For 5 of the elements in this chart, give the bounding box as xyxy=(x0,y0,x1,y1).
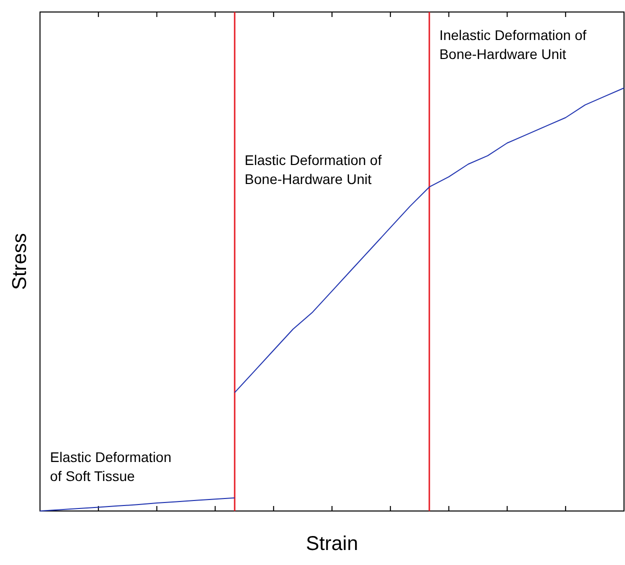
x-axis-title: Strain xyxy=(306,533,358,555)
text: Inelastic Deformation of Bone-Hardware Unit xyxy=(439,27,587,62)
annotation: Elastic Deformation of Soft Tissue xyxy=(50,449,172,484)
annotation: Elastic Deformation of Bone-Hardware Unit xyxy=(244,152,382,187)
y-axis-title: Stress xyxy=(9,233,31,290)
